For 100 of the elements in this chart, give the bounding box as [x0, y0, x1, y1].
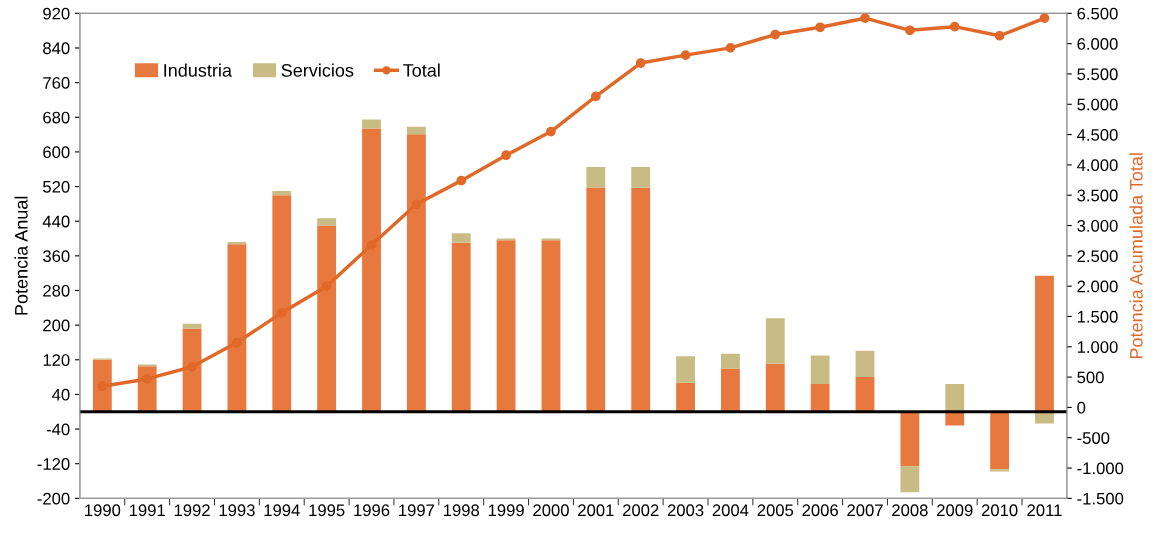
y-tick-label: -40	[46, 423, 70, 436]
y2-tick-label: 4.500	[1077, 128, 1118, 141]
bar	[272, 190, 292, 196]
x-tick-label: 2010	[981, 504, 1018, 517]
x-tick-label: 1996	[354, 504, 390, 517]
bar	[362, 119, 381, 129]
y-tick-label: 760	[43, 77, 70, 89]
y2-tick-label: 6.000	[1077, 38, 1118, 50]
x-tick-label: 1994	[264, 504, 300, 517]
point	[680, 50, 691, 61]
y-tick-label: 680	[43, 111, 70, 124]
x-tick-label: 2008	[892, 504, 928, 517]
bar	[945, 384, 965, 412]
point	[501, 150, 511, 161]
point	[635, 58, 646, 68]
bar	[945, 411, 965, 426]
y-tick-label: -120	[37, 458, 70, 470]
point	[994, 30, 1005, 41]
y2-tick-label: -1.500	[1077, 492, 1124, 505]
y2-tick-label: 6.500	[1077, 7, 1118, 20]
bar	[721, 353, 740, 369]
bar	[900, 466, 920, 493]
x-tick-label: 1997	[399, 504, 435, 517]
y2-axis-title: Potencia Acumulada Total	[1129, 153, 1143, 359]
bar	[317, 225, 337, 412]
legend-label: Industria	[164, 63, 232, 77]
y2-tick-label: 0	[1077, 401, 1086, 414]
bar	[586, 187, 606, 412]
point	[590, 91, 601, 102]
bar	[855, 377, 875, 412]
y2-tick-label: 5.500	[1077, 68, 1118, 81]
bar	[676, 382, 695, 412]
point	[949, 21, 960, 32]
x-tick-label: 2001	[578, 504, 614, 517]
x-tick-label: 1995	[309, 504, 345, 517]
x-tick-label: 2004	[712, 504, 749, 517]
y2-tick-label: -1.000	[1077, 462, 1124, 475]
x-tick-label: 2000	[533, 504, 569, 517]
x-tick-label: 1990	[85, 504, 121, 517]
y2-tick-label: 2.000	[1077, 280, 1118, 293]
y2-tick-label: 3.000	[1077, 219, 1118, 232]
bar	[676, 356, 695, 383]
x-tick-label: 2011	[1027, 504, 1062, 517]
y-tick-label: 40	[52, 388, 70, 401]
x-tick-label: 1992	[174, 504, 210, 517]
y-tick-label: 920	[43, 7, 70, 20]
x-tick-label: 2009	[937, 504, 973, 517]
x-tick-label: 2006	[802, 504, 838, 517]
bar	[765, 318, 785, 364]
bar	[272, 195, 292, 412]
bar	[810, 384, 830, 412]
point	[860, 13, 870, 24]
y2-tick-label: -500	[1077, 432, 1110, 444]
point	[1039, 13, 1050, 24]
point	[546, 126, 556, 137]
bar	[227, 244, 247, 412]
point	[456, 175, 467, 186]
y-tick-label: 840	[43, 42, 70, 55]
bar	[451, 242, 471, 412]
bar	[631, 187, 651, 412]
legend-label: Servicios	[281, 63, 354, 77]
bar	[721, 368, 740, 412]
y-tick-label: 360	[43, 250, 70, 263]
bar	[406, 126, 426, 135]
bar	[182, 323, 202, 329]
bar	[317, 218, 337, 226]
y-tick-label: 200	[43, 319, 70, 332]
y-tick-label: 520	[43, 180, 70, 193]
bar	[990, 469, 1010, 472]
bar	[406, 134, 426, 412]
y2-tick-label: 2.500	[1077, 250, 1118, 263]
y2-tick-label: 3.500	[1077, 189, 1118, 202]
x-tick-label: 1993	[219, 504, 255, 517]
y2-tick-label: 500	[1077, 371, 1104, 384]
x-tick-label: 1999	[488, 504, 524, 517]
y2-tick-label: 4.000	[1077, 159, 1118, 172]
bar	[586, 167, 606, 188]
bar	[810, 355, 830, 385]
x-tick-label: 2005	[757, 504, 794, 517]
point	[815, 22, 826, 33]
y-tick-label: -200	[37, 492, 70, 505]
x-tick-label: 1998	[443, 504, 480, 517]
x-tick-label: 1991	[129, 504, 165, 517]
bar	[765, 363, 785, 412]
y-tick-label: 600	[43, 146, 70, 159]
point	[770, 29, 781, 40]
y-tick-label: 440	[42, 215, 70, 228]
x-tick-label: 2002	[623, 504, 659, 517]
bar	[182, 328, 202, 412]
y2-tick-label: 5.000	[1077, 98, 1118, 111]
point	[905, 25, 915, 36]
x-tick-label: 2007	[847, 504, 883, 517]
legend-label: Total	[403, 63, 440, 77]
point	[725, 43, 736, 53]
bar	[855, 350, 875, 378]
bar	[541, 240, 561, 412]
bar	[451, 233, 471, 243]
bar	[92, 359, 112, 412]
x-tick-label: 2003	[667, 504, 704, 517]
y2-tick-label: 1.500	[1077, 310, 1118, 323]
